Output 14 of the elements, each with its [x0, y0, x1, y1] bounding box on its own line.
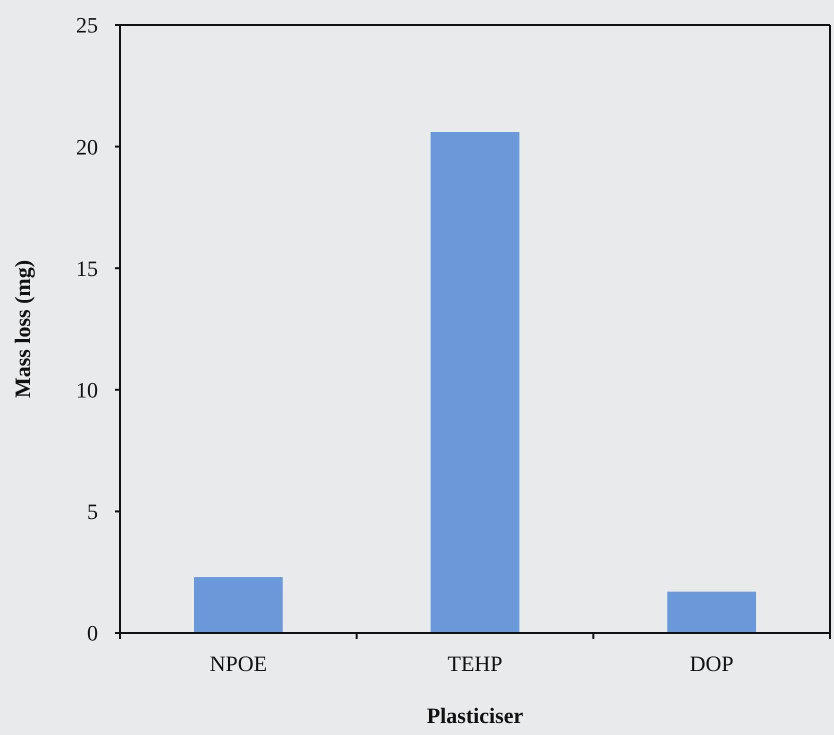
- x-tick-label: DOP: [690, 651, 734, 676]
- y-tick-label: 5: [87, 499, 98, 524]
- y-tick-label: 20: [76, 134, 98, 160]
- bar: [667, 592, 756, 633]
- y-tick-label: 0: [87, 620, 98, 646]
- x-tick-label: TEHP: [448, 651, 502, 676]
- y-tick-label: 10: [76, 378, 98, 402]
- bar: [194, 577, 283, 633]
- y-tick-label: 25: [76, 12, 98, 38]
- y-tick-label: 15: [76, 256, 98, 281]
- y-axis-title: Mass loss (mg): [10, 260, 35, 398]
- bar: [430, 132, 520, 633]
- x-axis-title: Plasticiser: [426, 703, 524, 728]
- x-tick-label: NPOE: [210, 651, 268, 676]
